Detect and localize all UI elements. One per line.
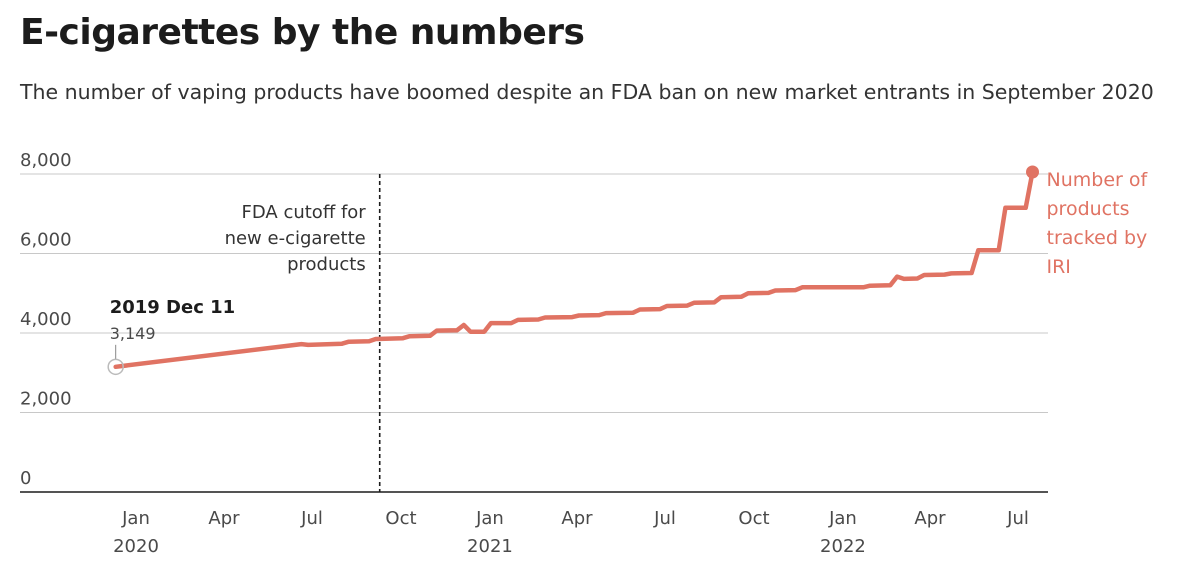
x-tick-label-2020-04-01: Apr bbox=[208, 508, 240, 529]
series-end-label: Number of products tracked by IRI bbox=[1047, 169, 1149, 278]
series-end-point bbox=[1026, 165, 1040, 179]
y-tick-label-8000: 8,000 bbox=[20, 150, 72, 171]
x-tick-label-2020-01-01: Jan bbox=[121, 508, 150, 529]
series-label-line-3: tracked by bbox=[1047, 227, 1148, 249]
x-tick-label-2022-04-01: Apr bbox=[914, 508, 946, 529]
x-tick-year-2020: 2020 bbox=[113, 536, 159, 557]
series-label-line-1: Number of bbox=[1047, 169, 1149, 191]
chart-title: E-cigarettes by the numbers bbox=[20, 12, 585, 53]
x-tick-label-2021-07-01: Jul bbox=[653, 508, 676, 529]
first-point-annotation: 2019 Dec 11 3,149 bbox=[107, 297, 236, 376]
fda-cutoff-annotation: FDA cutoff for new e-cigarette products bbox=[225, 174, 381, 492]
x-tick-year-2022: 2022 bbox=[820, 536, 866, 557]
y-tick-label-0: 0 bbox=[20, 468, 31, 489]
y-tick-label-6000: 6,000 bbox=[20, 230, 72, 251]
first-point-marker bbox=[107, 358, 124, 376]
first-point-date-label: 2019 Dec 11 bbox=[110, 297, 236, 318]
chart-subtitle: The number of vaping products have boome… bbox=[20, 80, 1154, 104]
fda-cutoff-label-line-2: new e-cigarette bbox=[225, 228, 366, 249]
series-label-line-4: IRI bbox=[1047, 256, 1071, 278]
fda-cutoff-label-line-3: products bbox=[287, 254, 366, 275]
y-tick-label-4000: 4,000 bbox=[20, 309, 72, 330]
x-tick-label-2022-07-01: Jul bbox=[1006, 508, 1029, 529]
x-tick-year-2021: 2021 bbox=[467, 536, 513, 557]
series-label-line-2: products bbox=[1047, 198, 1130, 220]
x-tick-label-2020-07-01: Jul bbox=[300, 508, 323, 529]
first-point-value-label: 3,149 bbox=[110, 324, 156, 343]
series-products-tracked bbox=[113, 165, 1040, 370]
fda-cutoff-label-line-1: FDA cutoff for bbox=[242, 202, 367, 223]
y-axis-tick-labels: 0 2,000 4,000 6,000 8,000 bbox=[20, 150, 72, 489]
x-tick-label-2021-01-01: Jan bbox=[475, 508, 504, 529]
x-axis-tick-labels: Jan 2020 Apr Jul Oct Jan 2021 Apr Jul Oct Jan 2022 A… bbox=[113, 508, 1029, 557]
gridlines bbox=[20, 173, 1048, 493]
x-tick-label-2020-10-01: Oct bbox=[385, 508, 416, 529]
series-line bbox=[113, 169, 1035, 370]
x-tick-label-2021-10-01: Oct bbox=[738, 508, 769, 529]
y-tick-label-2000: 2,000 bbox=[20, 389, 72, 410]
x-tick-label-2021-04-01: Apr bbox=[561, 508, 593, 529]
x-tick-label-2022-01-01: Jan bbox=[828, 508, 857, 529]
